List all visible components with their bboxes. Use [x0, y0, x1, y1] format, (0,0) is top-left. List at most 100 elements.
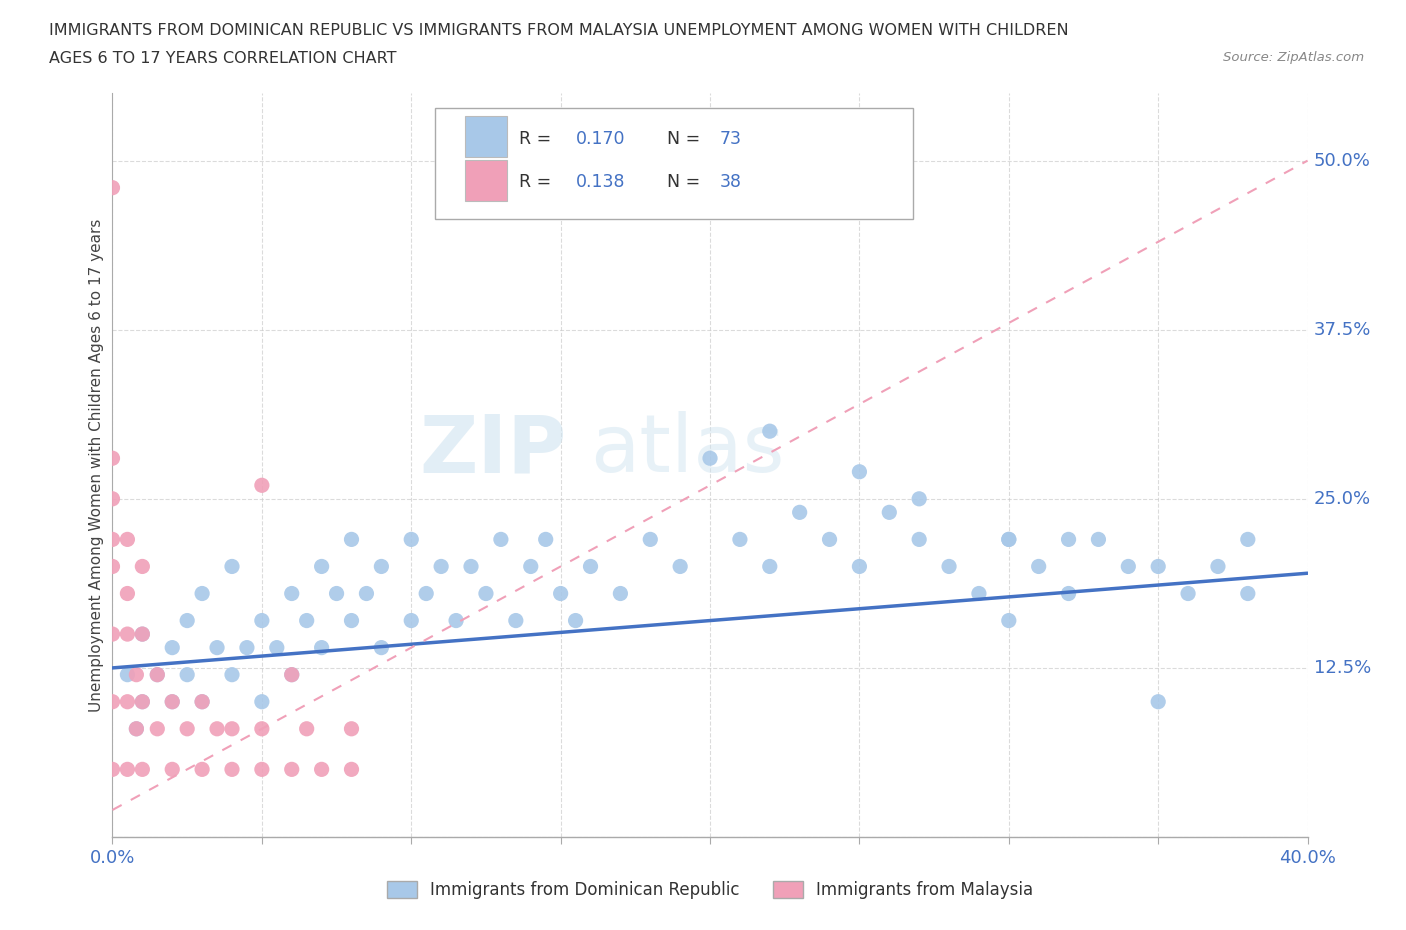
Point	[117, 586, 139, 601]
Point	[579, 559, 602, 574]
Point	[146, 667, 169, 682]
Point	[370, 559, 392, 574]
Point	[311, 559, 333, 574]
Point	[101, 762, 124, 777]
Point	[101, 627, 124, 642]
Point	[340, 532, 363, 547]
Point	[475, 586, 498, 601]
Point	[221, 722, 243, 737]
Point	[146, 722, 169, 737]
FancyBboxPatch shape	[465, 160, 508, 201]
Point	[205, 640, 228, 655]
Point	[340, 613, 363, 628]
Point	[728, 532, 751, 547]
Point	[550, 586, 572, 601]
Point	[534, 532, 557, 547]
Text: IMMIGRANTS FROM DOMINICAN REPUBLIC VS IMMIGRANTS FROM MALAYSIA UNEMPLOYMENT AMON: IMMIGRANTS FROM DOMINICAN REPUBLIC VS IM…	[49, 23, 1069, 38]
Point	[1147, 695, 1170, 710]
Point	[848, 559, 870, 574]
Point	[759, 559, 782, 574]
Point	[101, 532, 124, 547]
Point	[125, 667, 148, 682]
Point	[266, 640, 288, 655]
Point	[1057, 586, 1080, 601]
Point	[117, 667, 139, 682]
Point	[1237, 532, 1260, 547]
Point	[325, 586, 347, 601]
Point	[295, 722, 318, 737]
Point	[101, 695, 124, 710]
Text: atlas: atlas	[591, 411, 785, 489]
Point	[340, 722, 363, 737]
Point	[444, 613, 467, 628]
Text: 25.0%: 25.0%	[1313, 490, 1371, 508]
Text: AGES 6 TO 17 YEARS CORRELATION CHART: AGES 6 TO 17 YEARS CORRELATION CHART	[49, 51, 396, 66]
Point	[131, 627, 153, 642]
Point	[1206, 559, 1229, 574]
Point	[191, 695, 214, 710]
Point	[789, 505, 811, 520]
Point	[221, 559, 243, 574]
Point	[131, 762, 153, 777]
Point	[205, 722, 228, 737]
Point	[370, 640, 392, 655]
Point	[117, 532, 139, 547]
Point	[176, 667, 198, 682]
Point	[221, 762, 243, 777]
Y-axis label: Unemployment Among Women with Children Ages 6 to 17 years: Unemployment Among Women with Children A…	[89, 219, 104, 711]
Point	[998, 532, 1021, 547]
Point	[191, 586, 214, 601]
Point	[250, 762, 273, 777]
Point	[162, 695, 183, 710]
FancyBboxPatch shape	[436, 108, 914, 219]
Point	[938, 559, 960, 574]
Point	[176, 613, 198, 628]
Text: Source: ZipAtlas.com: Source: ZipAtlas.com	[1223, 51, 1364, 64]
Text: 38: 38	[720, 173, 741, 192]
Point	[236, 640, 259, 655]
Point	[162, 695, 183, 710]
Point	[967, 586, 990, 601]
Point	[162, 640, 183, 655]
Text: N =: N =	[657, 130, 706, 148]
Point	[311, 640, 333, 655]
Point	[1177, 586, 1199, 601]
Point	[101, 559, 124, 574]
Text: 0.170: 0.170	[576, 130, 626, 148]
Point	[669, 559, 692, 574]
Point	[998, 532, 1021, 547]
Point	[908, 532, 931, 547]
Text: 37.5%: 37.5%	[1313, 321, 1371, 339]
Legend: Immigrants from Dominican Republic, Immigrants from Malaysia: Immigrants from Dominican Republic, Immi…	[387, 882, 1033, 899]
Point	[640, 532, 662, 547]
Point	[117, 762, 139, 777]
Point	[848, 464, 870, 479]
Point	[250, 695, 273, 710]
Point	[879, 505, 901, 520]
Point	[401, 613, 423, 628]
Point	[131, 627, 153, 642]
Point	[1087, 532, 1109, 547]
Point	[356, 586, 378, 601]
Text: 73: 73	[720, 130, 741, 148]
Point	[520, 559, 543, 574]
Point	[998, 613, 1021, 628]
Point	[564, 613, 586, 628]
Point	[101, 491, 124, 506]
Point	[415, 586, 437, 601]
Point	[430, 559, 453, 574]
Point	[146, 667, 169, 682]
Point	[281, 667, 304, 682]
Point	[401, 532, 423, 547]
Point	[295, 613, 318, 628]
Point	[460, 559, 482, 574]
Point	[281, 762, 304, 777]
Text: ZIP: ZIP	[419, 411, 567, 489]
Point	[176, 722, 198, 737]
Point	[101, 180, 124, 195]
Text: 50.0%: 50.0%	[1313, 152, 1371, 169]
Point	[221, 667, 243, 682]
Point	[609, 586, 631, 601]
Text: 0.138: 0.138	[576, 173, 626, 192]
Point	[131, 559, 153, 574]
